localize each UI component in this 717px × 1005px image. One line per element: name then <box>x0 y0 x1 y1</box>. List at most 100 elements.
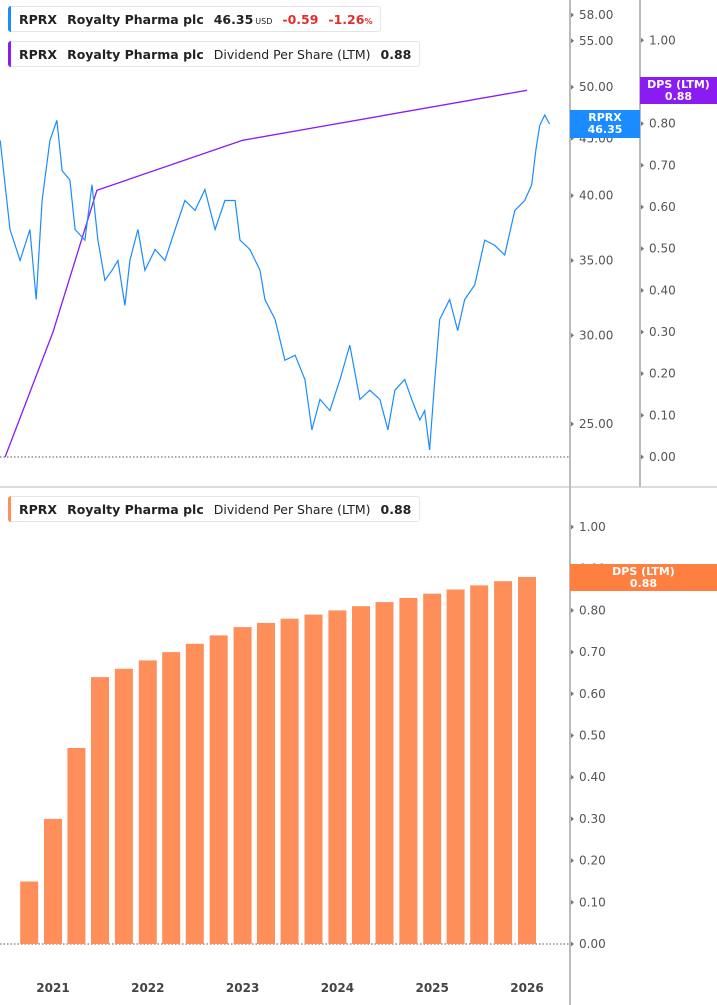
bottom-tick-mark <box>571 691 574 697</box>
dps-tick-mark <box>641 121 644 127</box>
dps-bar <box>209 635 228 944</box>
dps-bar <box>328 610 347 944</box>
dps-tick-mark <box>641 204 644 210</box>
x-tick-label: 2024 <box>321 981 354 995</box>
dps-bar <box>257 622 275 944</box>
dps-bar <box>375 602 394 944</box>
legend-price-value: 46.35 USD <box>213 11 273 27</box>
dps-bar <box>20 881 39 944</box>
price-tick-mark <box>571 257 574 263</box>
x-tick-label: 2023 <box>226 981 259 995</box>
price-tick-mark <box>571 38 574 44</box>
bottom-tag-label: DPS (LTM) <box>612 564 675 578</box>
legend-company: Royalty Pharma plc <box>67 11 204 27</box>
bottom-tick-mark <box>571 774 574 780</box>
dps-bar <box>280 618 299 944</box>
dps-tag-label: DPS (LTM) <box>647 77 710 91</box>
dps-tick-label: 0.20 <box>649 367 676 381</box>
dps-bar <box>138 660 157 944</box>
bottom-tick-mark <box>571 649 574 655</box>
x-tick-label: 2026 <box>510 981 543 995</box>
price-tick-label: 58.00 <box>579 8 613 22</box>
dps-tick-mark <box>641 287 644 293</box>
bottom-tag-value: 0.88 <box>629 576 658 590</box>
bottom-tick-mark <box>571 733 574 738</box>
dps-tick-label: 0.60 <box>649 200 676 214</box>
price-tick-mark <box>571 12 574 18</box>
x-tick-label: 2022 <box>131 981 164 995</box>
bottom-tick-mark <box>571 607 574 613</box>
bottom-tick-label: 0.80 <box>579 603 606 617</box>
legend-ticker: RPRX <box>19 46 58 62</box>
legend-value: 0.88 <box>380 501 412 517</box>
dps-bar <box>423 593 442 944</box>
dps-bars <box>20 577 536 944</box>
legend-color-swatch <box>8 6 11 32</box>
legend-change-pct: -1.26% <box>328 11 373 27</box>
legend-color-swatch <box>8 41 11 67</box>
legend-metric: Dividend Per Share (LTM) <box>213 501 371 517</box>
price-tick-mark <box>571 332 574 338</box>
dps-tick-label: 1.00 <box>649 33 676 47</box>
bottom-tick-label: 0.70 <box>579 645 606 659</box>
price-tag-label: RPRX <box>588 111 622 124</box>
dps-bar <box>494 581 513 944</box>
price-tick-label: 30.00 <box>579 328 613 342</box>
legend-price[interactable]: RPRX Royalty Pharma plc 46.35 USD -0.59 -… <box>8 6 382 32</box>
dps-tick-label: 0.50 <box>649 242 676 256</box>
dps-axis-top: 1.00 0.80 0.70 0.60 0.50 0.40 0.30 0.20 0.10 0.00 <box>641 33 676 464</box>
dps-bar <box>446 589 465 944</box>
bottom-tick-mark <box>571 899 574 905</box>
dps-tick-mark <box>641 329 644 335</box>
bottom-tick-label: 0.00 <box>579 937 606 951</box>
x-tick-label: 2021 <box>36 981 69 995</box>
legend-ticker: RPRX <box>19 501 58 517</box>
bottom-tick-mark <box>571 524 574 530</box>
dps-tick-label: 0.30 <box>649 325 676 339</box>
dps-bar <box>67 748 86 944</box>
legend-color-swatch <box>8 496 11 522</box>
bottom-tick-label: 0.30 <box>579 812 606 826</box>
dps-bar <box>518 577 536 944</box>
bottom-tick-label: 0.20 <box>579 854 606 868</box>
bottom-dps-tag: DPS (LTM) 0.88 <box>570 564 717 591</box>
bottom-tick-mark <box>571 858 574 864</box>
bottom-tick-label: 1.00 <box>579 520 606 534</box>
dps-line <box>4 89 528 458</box>
dps-bar <box>470 585 489 944</box>
x-tick-label: 2025 <box>415 981 448 995</box>
price-tick-label: 25.00 <box>579 417 613 431</box>
legend-company: Royalty Pharma plc <box>67 46 204 62</box>
dps-tick-label: 0.10 <box>649 408 676 422</box>
dps-tick-label: 0.70 <box>649 158 676 172</box>
dps-bar <box>352 606 370 944</box>
dps-bar <box>185 643 204 944</box>
bottom-tick-label: 0.10 <box>579 895 606 909</box>
legend-company: Royalty Pharma plc <box>67 501 204 517</box>
price-tick-mark <box>571 421 574 427</box>
price-tick-label: 35.00 <box>579 253 613 267</box>
bottom-tick-mark <box>571 941 574 947</box>
dps-tick-label: 0.40 <box>649 283 676 297</box>
dps-tag-value: 0.88 <box>664 89 693 103</box>
legend-dps-bottom[interactable]: RPRX Royalty Pharma plc Dividend Per Sha… <box>8 496 421 522</box>
dps-bar <box>233 627 252 944</box>
legend-value: 0.88 <box>380 46 412 62</box>
dps-tick-mark <box>641 412 644 418</box>
legend-change: -0.59 <box>282 11 319 27</box>
dps-tick-mark <box>641 246 644 252</box>
price-tick-label: 40.00 <box>579 189 613 203</box>
price-tag-value: 46.35 <box>587 123 623 136</box>
bottom-tick-mark <box>571 816 574 822</box>
dps-last-tag: DPS (LTM) 0.88 <box>640 77 717 104</box>
dps-bar <box>162 652 181 944</box>
dps-bar <box>91 677 109 944</box>
legend-dps-top[interactable]: RPRX Royalty Pharma plc Dividend Per Sha… <box>8 41 421 67</box>
price-tick-mark <box>571 84 574 90</box>
dps-bar <box>114 668 133 944</box>
price-tick-label: 55.00 <box>579 34 613 48</box>
price-tick-label: 50.00 <box>579 80 613 94</box>
dps-bar <box>399 597 418 944</box>
